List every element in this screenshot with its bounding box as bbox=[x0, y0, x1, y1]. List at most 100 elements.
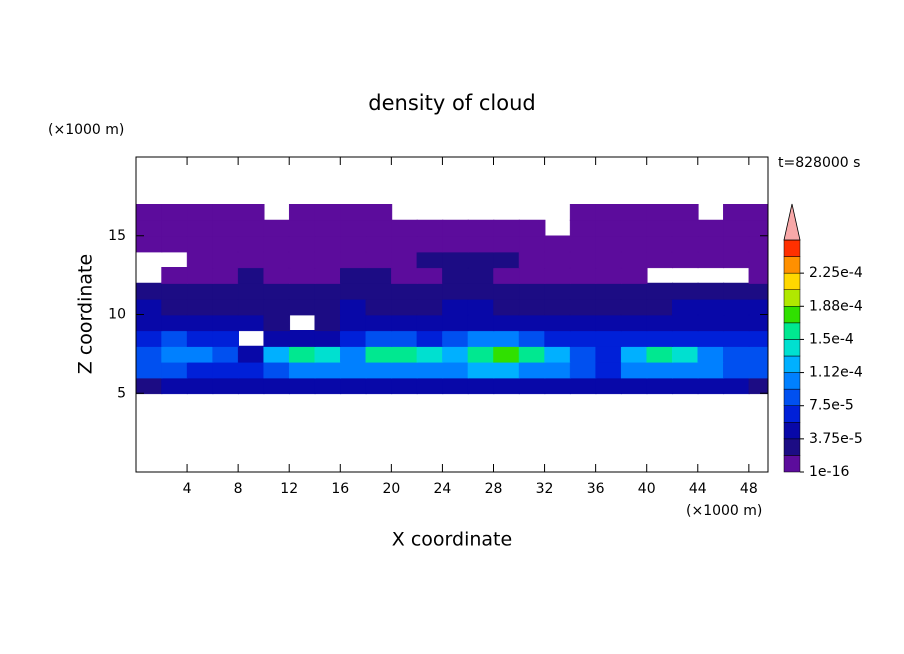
x-tick-label: 40 bbox=[638, 481, 656, 497]
contour-cell bbox=[161, 204, 188, 221]
contour-cell bbox=[595, 361, 623, 379]
contour-cell bbox=[314, 282, 342, 300]
contour-cell bbox=[416, 330, 444, 347]
contour-cell bbox=[391, 251, 418, 269]
contour-cell bbox=[646, 377, 674, 395]
contour-cell bbox=[595, 267, 623, 284]
contour-cell bbox=[646, 361, 674, 379]
contour-cell bbox=[263, 314, 291, 332]
contour-cell bbox=[569, 251, 597, 269]
contour-cell bbox=[544, 298, 571, 316]
contour-cell bbox=[391, 267, 418, 284]
contour-cell bbox=[212, 345, 239, 363]
contour-cell bbox=[723, 219, 750, 237]
contour-cell bbox=[288, 298, 316, 316]
contour-cell bbox=[314, 204, 342, 221]
contour-cell bbox=[518, 361, 546, 379]
contour-cell bbox=[237, 377, 265, 395]
contour-cell bbox=[186, 330, 214, 347]
contour-cell bbox=[620, 282, 648, 300]
contour-cell bbox=[161, 219, 188, 237]
contour-cell bbox=[263, 298, 291, 316]
contour-cell bbox=[646, 345, 674, 363]
contour-cell bbox=[288, 377, 316, 395]
contour-cell bbox=[416, 314, 444, 332]
contour-cell bbox=[544, 251, 571, 269]
colorbar-band bbox=[783, 239, 801, 257]
contour-cell bbox=[493, 361, 520, 379]
contour-cell bbox=[442, 345, 469, 363]
colorbar-band bbox=[783, 438, 801, 456]
contour-cell bbox=[416, 282, 444, 300]
contour-cell bbox=[263, 235, 291, 253]
contour-cell bbox=[748, 204, 768, 221]
contour-cell bbox=[544, 361, 571, 379]
x-tick-label: 28 bbox=[485, 481, 503, 497]
contour-cell bbox=[161, 361, 188, 379]
contour-cell bbox=[467, 282, 495, 300]
contour-cell bbox=[493, 298, 520, 316]
contour-cell bbox=[442, 251, 469, 269]
contour-cell bbox=[186, 314, 214, 332]
contour-cell bbox=[340, 377, 367, 395]
contour-cell bbox=[391, 235, 418, 253]
contour-cell bbox=[416, 345, 444, 363]
contour-cell bbox=[569, 314, 597, 332]
contour-cell bbox=[212, 204, 239, 221]
contour-cell bbox=[161, 298, 188, 316]
contour-cell bbox=[212, 267, 239, 284]
contour-cell bbox=[569, 330, 597, 347]
contour-cell bbox=[646, 298, 674, 316]
contour-cell bbox=[723, 345, 750, 363]
contour-cell bbox=[237, 361, 265, 379]
contour-cell bbox=[697, 219, 725, 237]
contour-cell bbox=[569, 267, 597, 284]
contour-cell bbox=[340, 361, 367, 379]
contour-cell bbox=[136, 282, 163, 300]
contour-cell bbox=[646, 235, 674, 253]
y-unit: (×1000 m) bbox=[48, 122, 124, 138]
contour-cell bbox=[263, 251, 291, 269]
contour-cell bbox=[237, 251, 265, 269]
contour-cell bbox=[186, 361, 214, 379]
contour-cell bbox=[493, 330, 520, 347]
contour-cell bbox=[620, 330, 648, 347]
contour-cell bbox=[237, 235, 265, 253]
contour-cell bbox=[646, 330, 674, 347]
contour-cell bbox=[467, 345, 495, 363]
contour-cell bbox=[671, 219, 699, 237]
contour-cell bbox=[467, 298, 495, 316]
contour-cell bbox=[340, 219, 367, 237]
contour-cell bbox=[136, 361, 163, 379]
contour-cell bbox=[697, 314, 725, 332]
contour-cell bbox=[416, 251, 444, 269]
contour-cell bbox=[671, 361, 699, 379]
contour-cell bbox=[365, 314, 393, 332]
contour-cell bbox=[161, 235, 188, 253]
contour-cell bbox=[723, 314, 750, 332]
contour-cell bbox=[186, 235, 214, 253]
contour-cell bbox=[365, 298, 393, 316]
contour-cell bbox=[237, 219, 265, 237]
contour-cell bbox=[748, 345, 768, 363]
contour-cell bbox=[493, 314, 520, 332]
contour-cell bbox=[186, 377, 214, 395]
contour-cell bbox=[186, 267, 214, 284]
contour-cell bbox=[671, 330, 699, 347]
contour-cell bbox=[391, 377, 418, 395]
colorbar-band bbox=[783, 388, 801, 406]
x-unit: (×1000 m) bbox=[686, 503, 762, 519]
contour-cell bbox=[544, 314, 571, 332]
contour-cell bbox=[391, 282, 418, 300]
annotation: t=828000 s bbox=[778, 155, 860, 171]
contour-cell bbox=[314, 235, 342, 253]
contour-cell bbox=[595, 330, 623, 347]
contour-cell bbox=[391, 330, 418, 347]
contour-cell bbox=[748, 314, 768, 332]
contour-cell bbox=[263, 377, 291, 395]
colorbar-band bbox=[783, 339, 801, 357]
contour-cell bbox=[186, 204, 214, 221]
x-tick-label: 12 bbox=[280, 481, 298, 497]
contour-cell bbox=[595, 235, 623, 253]
